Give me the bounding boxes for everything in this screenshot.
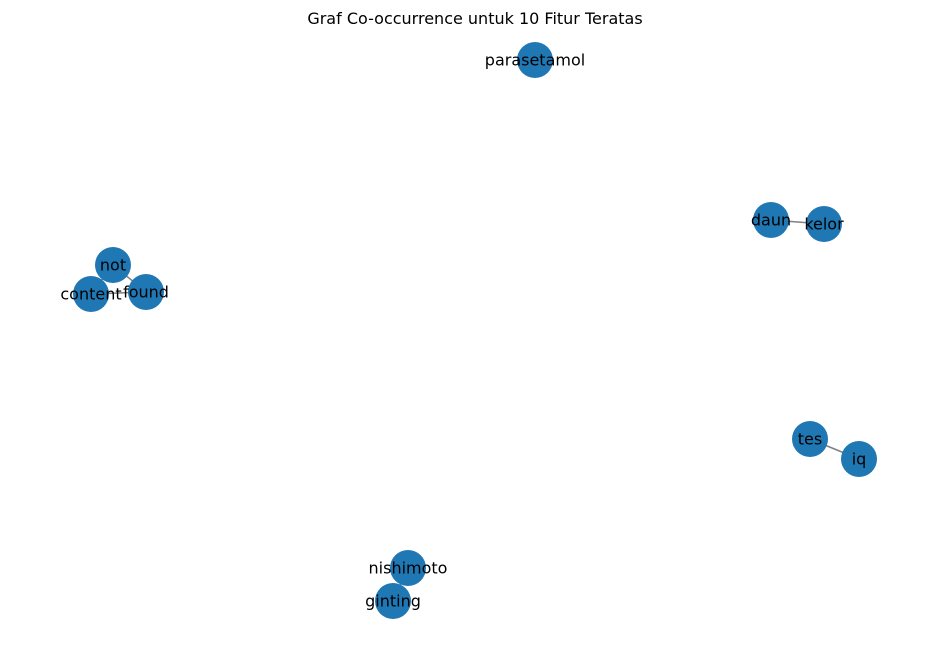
labels-layer: parasetamol daun kelor not content found tes iq… bbox=[60, 51, 866, 611]
node-tes bbox=[792, 421, 828, 457]
node-label-iq: iq bbox=[852, 450, 867, 469]
graph-title: Graf Co-occurrence untuk 10 Fitur Terata… bbox=[307, 9, 642, 28]
node-ginting bbox=[375, 583, 411, 619]
node-label-content: content bbox=[60, 285, 121, 304]
node-daun bbox=[753, 202, 789, 238]
node-nishimoto bbox=[390, 550, 426, 586]
node-iq bbox=[841, 441, 877, 477]
nodes-layer bbox=[73, 42, 877, 619]
node-label-kelor: kelor bbox=[804, 215, 844, 234]
node-label-parasetamol: parasetamol bbox=[485, 51, 585, 70]
node-label-found: found bbox=[123, 283, 169, 302]
node-label-tes: tes bbox=[798, 430, 822, 449]
edges-layer bbox=[90, 219, 860, 602]
node-label-ginting: ginting bbox=[365, 592, 421, 611]
node-label-not: not bbox=[100, 256, 126, 275]
node-content bbox=[73, 276, 109, 312]
node-kelor bbox=[806, 206, 842, 242]
node-label-daun: daun bbox=[751, 211, 791, 230]
node-parasetamol bbox=[517, 42, 553, 78]
node-label-nishimoto: nishimoto bbox=[369, 559, 448, 578]
node-found bbox=[128, 274, 164, 310]
node-not bbox=[95, 247, 131, 283]
